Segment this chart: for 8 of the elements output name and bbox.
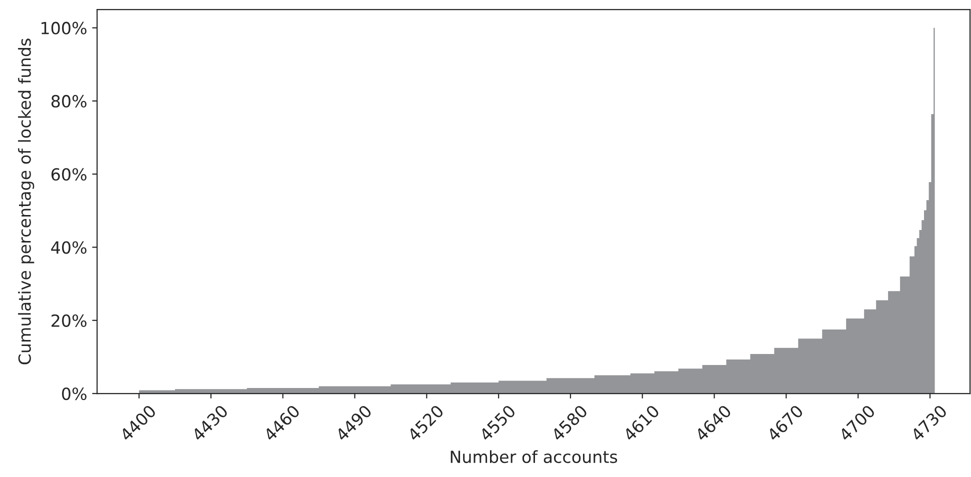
x-axis-title: Number of accounts (450, 450, 618, 464)
y-tick-label: 60% (52, 168, 86, 181)
y-axis-title: Cumulative percentage of locked funds (18, 38, 34, 364)
y-tick-label: 100% (42, 22, 86, 34)
y-tick-label: 40% (51, 241, 86, 254)
y-tick-label: 20% (52, 314, 86, 327)
y-tick-label: 0% (62, 387, 86, 400)
y-tick-label: 80% (51, 94, 86, 108)
